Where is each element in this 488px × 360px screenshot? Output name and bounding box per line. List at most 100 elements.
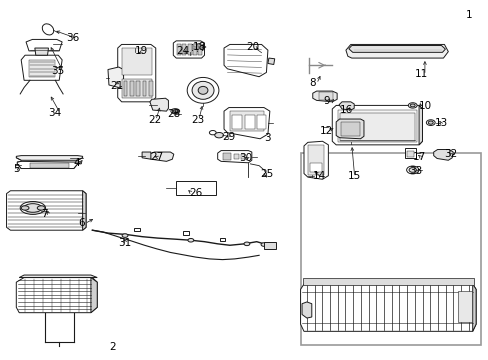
Ellipse shape xyxy=(409,104,414,107)
Ellipse shape xyxy=(261,243,266,246)
Bar xyxy=(233,154,238,159)
Text: 4: 4 xyxy=(73,158,80,168)
Bar xyxy=(405,148,415,158)
Polygon shape xyxy=(19,275,97,278)
Text: 16: 16 xyxy=(340,105,353,115)
Text: 18: 18 xyxy=(193,42,206,51)
Ellipse shape xyxy=(23,204,42,212)
Polygon shape xyxy=(335,119,363,139)
Text: 35: 35 xyxy=(52,66,65,76)
Text: 29: 29 xyxy=(222,132,235,142)
Ellipse shape xyxy=(407,103,416,108)
Text: 10: 10 xyxy=(418,102,430,112)
Text: 6: 6 xyxy=(78,218,84,228)
Text: 25: 25 xyxy=(259,168,272,179)
Text: 1: 1 xyxy=(465,10,471,20)
Text: 7: 7 xyxy=(41,209,48,219)
Ellipse shape xyxy=(187,238,193,242)
Text: 27: 27 xyxy=(150,152,163,162)
Polygon shape xyxy=(16,278,97,313)
Polygon shape xyxy=(91,278,97,313)
Ellipse shape xyxy=(20,202,45,215)
Bar xyxy=(232,116,242,129)
Polygon shape xyxy=(300,284,475,331)
Bar xyxy=(229,111,264,131)
Polygon shape xyxy=(35,48,48,55)
Text: 5: 5 xyxy=(13,164,20,174)
Polygon shape xyxy=(472,284,475,331)
Bar xyxy=(337,110,416,142)
Polygon shape xyxy=(345,44,447,58)
Bar xyxy=(192,46,194,49)
Polygon shape xyxy=(302,302,311,318)
Bar xyxy=(134,228,140,231)
Bar xyxy=(130,81,134,96)
Polygon shape xyxy=(150,98,168,111)
Bar xyxy=(309,163,322,172)
Polygon shape xyxy=(118,44,156,102)
Text: 2: 2 xyxy=(109,342,116,352)
Text: 28: 28 xyxy=(167,109,180,119)
Bar xyxy=(198,46,200,49)
Bar xyxy=(122,48,152,75)
Bar xyxy=(183,231,188,235)
Bar xyxy=(136,81,140,96)
Bar xyxy=(300,153,480,345)
Polygon shape xyxy=(17,161,81,168)
Bar xyxy=(457,291,471,321)
Polygon shape xyxy=(224,108,269,139)
Bar xyxy=(29,60,55,77)
Text: 23: 23 xyxy=(191,115,204,125)
Bar xyxy=(407,150,413,157)
Polygon shape xyxy=(338,102,353,110)
Polygon shape xyxy=(418,105,422,145)
Polygon shape xyxy=(16,156,82,160)
Ellipse shape xyxy=(244,242,249,246)
Bar xyxy=(182,44,186,55)
Bar xyxy=(264,242,275,249)
Bar xyxy=(142,81,146,96)
Text: 22: 22 xyxy=(148,115,161,125)
Text: 32: 32 xyxy=(444,149,457,159)
Text: 9: 9 xyxy=(323,96,329,106)
Text: 21: 21 xyxy=(110,81,123,91)
Bar xyxy=(307,145,324,175)
Polygon shape xyxy=(142,152,151,159)
Polygon shape xyxy=(267,58,274,64)
Bar xyxy=(177,44,181,55)
Text: 34: 34 xyxy=(48,108,61,118)
Polygon shape xyxy=(217,150,251,163)
Polygon shape xyxy=(108,67,123,87)
Bar xyxy=(339,113,414,140)
Text: 15: 15 xyxy=(347,171,361,181)
Text: 26: 26 xyxy=(189,188,202,198)
Ellipse shape xyxy=(37,206,45,210)
Text: 30: 30 xyxy=(239,153,251,163)
Ellipse shape xyxy=(170,109,179,114)
Polygon shape xyxy=(331,105,422,145)
Ellipse shape xyxy=(21,206,29,210)
Ellipse shape xyxy=(192,81,214,99)
Ellipse shape xyxy=(406,166,418,174)
Polygon shape xyxy=(26,40,62,51)
Text: 31: 31 xyxy=(118,238,131,248)
Bar xyxy=(187,44,191,55)
Text: 33: 33 xyxy=(408,166,422,176)
Text: 8: 8 xyxy=(309,78,315,88)
Text: 14: 14 xyxy=(312,171,325,181)
Bar xyxy=(176,181,216,195)
Text: 12: 12 xyxy=(319,126,332,135)
Bar xyxy=(318,93,332,100)
Text: 13: 13 xyxy=(434,118,447,128)
Text: 19: 19 xyxy=(134,46,147,56)
Bar xyxy=(122,78,152,98)
Text: 17: 17 xyxy=(411,152,425,162)
Ellipse shape xyxy=(198,86,207,94)
Bar xyxy=(256,116,266,129)
Ellipse shape xyxy=(209,131,216,135)
Bar xyxy=(30,163,69,168)
Ellipse shape xyxy=(172,110,177,113)
Polygon shape xyxy=(433,149,452,160)
Ellipse shape xyxy=(187,77,219,103)
Polygon shape xyxy=(21,55,62,80)
